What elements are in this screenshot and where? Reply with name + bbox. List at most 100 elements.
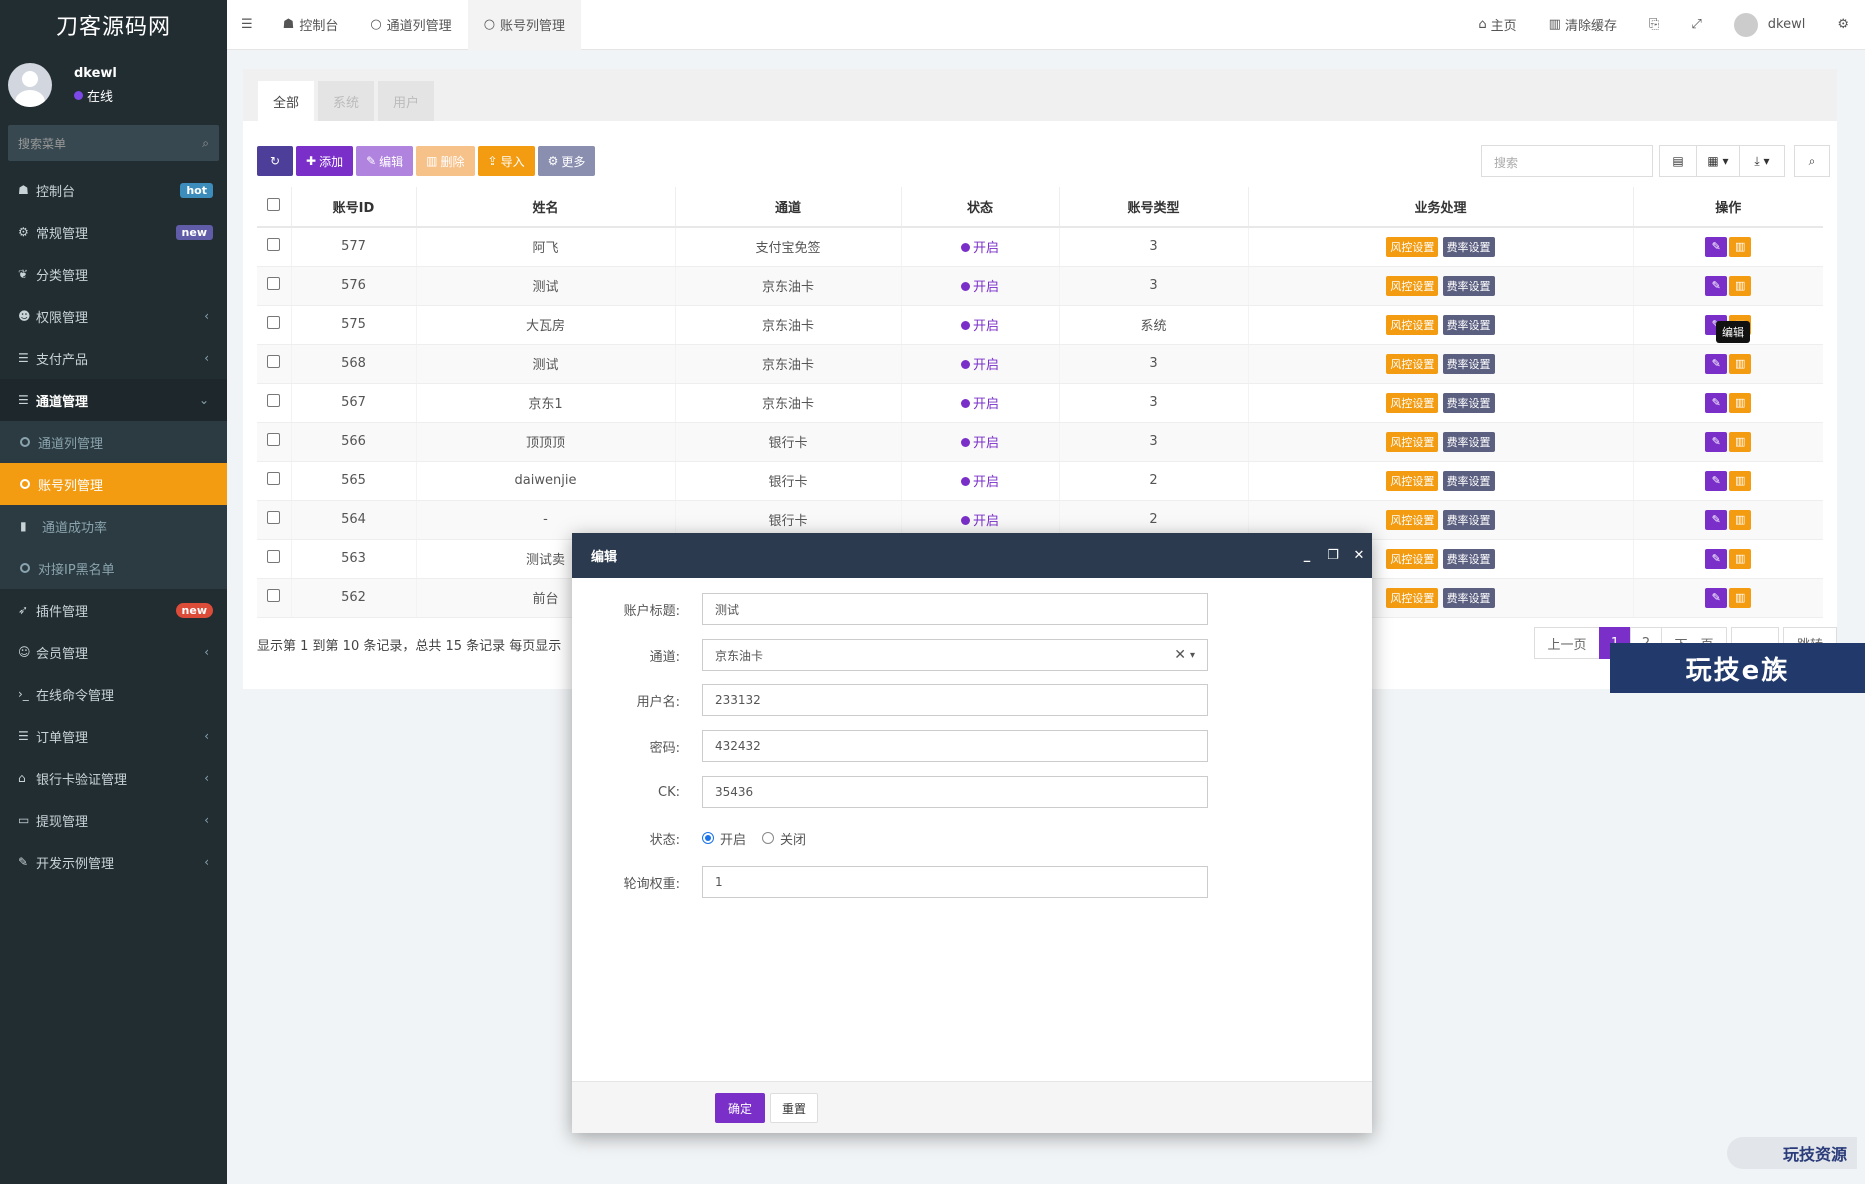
sidebar-toggle-icon[interactable]: ☰ [241, 17, 253, 32]
sidebar-item-3[interactable]: ☻ 权限管理 ‹ [0, 295, 227, 337]
sidebar-item-0[interactable]: ☗ 控制台 hot [0, 169, 227, 211]
table-row[interactable]: 564- 银行卡 开启 2 风控设置 费率设置 ✎ ▥ [257, 500, 1823, 540]
risk-settings-button[interactable]: 风控设置 [1386, 275, 1439, 296]
prev-page-button[interactable]: 上一页 [1534, 627, 1600, 659]
rate-settings-button[interactable]: 费率设置 [1442, 509, 1495, 530]
col-header-type[interactable]: 账号类型 [1059, 187, 1249, 228]
rate-settings-button[interactable]: 费率设置 [1442, 470, 1495, 491]
row-edit-button[interactable]: ✎ [1705, 509, 1728, 530]
sidebar-item-14[interactable]: ⌂ 银行卡验证管理 ‹ [0, 757, 227, 799]
col-header-name[interactable]: 姓名 [416, 187, 676, 228]
tab-dashboard[interactable]: ☗ 控制台 [267, 0, 355, 50]
restore-icon[interactable]: ❐ [1327, 548, 1339, 563]
select-all-header[interactable] [257, 187, 292, 228]
rate-settings-button[interactable]: 费率设置 [1442, 587, 1495, 608]
table-row[interactable]: 577 阿飞 支付宝免签 开启 3 风控设置 费率设置 ✎ ▥ [257, 227, 1823, 267]
row-edit-button[interactable]: ✎ [1705, 470, 1728, 491]
row-checkbox[interactable] [267, 472, 281, 485]
weight-input[interactable]: 1 [702, 866, 1208, 898]
risk-settings-button[interactable]: 风控设置 [1386, 587, 1439, 608]
rate-settings-button[interactable]: 费率设置 [1442, 548, 1495, 569]
toggle-view-button[interactable]: ▤ [1659, 145, 1697, 177]
rate-settings-button[interactable]: 费率设置 [1442, 314, 1495, 335]
import-button[interactable]: ⇪ 导入 [477, 146, 535, 176]
close-icon[interactable]: ✕ [1353, 548, 1365, 563]
add-button[interactable]: ✚ 添加 [296, 146, 354, 176]
password-input[interactable]: 432432 [702, 730, 1208, 762]
row-delete-button[interactable]: ▥ [1729, 353, 1752, 374]
clear-icon[interactable]: ✕ [1174, 647, 1186, 663]
row-edit-button[interactable]: ✎ [1705, 392, 1728, 413]
row-checkbox[interactable] [267, 511, 281, 524]
edit-button[interactable]: ✎ 编辑 [356, 146, 414, 176]
columns-button[interactable]: ▦ ▾ [1696, 145, 1740, 177]
home-link[interactable]: ⌂ 主页 [1462, 0, 1532, 50]
risk-settings-button[interactable]: 风控设置 [1386, 353, 1439, 374]
row-select-cell[interactable] [257, 539, 292, 579]
status-on-radio[interactable] [702, 832, 714, 844]
col-header-status[interactable]: 状态 [901, 187, 1060, 228]
risk-settings-button[interactable]: 风控设置 [1386, 314, 1439, 335]
language-icon[interactable]: ⎘ [1648, 17, 1660, 32]
row-select-cell[interactable] [257, 578, 292, 618]
filter-tab-system[interactable]: 系统 [318, 81, 374, 121]
rate-settings-button[interactable]: 费率设置 [1442, 353, 1495, 374]
row-edit-button[interactable]: ✎ [1705, 353, 1728, 374]
sidebar-item-8[interactable]: ▮ 通道成功率 [0, 505, 227, 547]
status-indicator[interactable]: 开启 [960, 397, 999, 412]
risk-settings-button[interactable]: 风控设置 [1386, 509, 1439, 530]
search-icon[interactable]: ⌕ [202, 135, 209, 150]
status-indicator[interactable]: 开启 [960, 514, 999, 529]
sidebar-item-15[interactable]: ▭ 提现管理 ‹ [0, 799, 227, 841]
advanced-search-button[interactable]: ⌕ [1794, 145, 1830, 177]
table-row[interactable]: 568 测试 京东油卡 开启 3 风控设置 费率设置 ✎ ▥ [257, 344, 1823, 384]
risk-settings-button[interactable]: 风控设置 [1386, 548, 1439, 569]
row-delete-button[interactable]: ▥ [1729, 431, 1752, 452]
clear-cache-button[interactable]: ▥ 清除缓存 [1533, 0, 1633, 50]
sidebar-item-11[interactable]: ☺ 会员管理 ‹ [0, 631, 227, 673]
select-all-checkbox[interactable] [267, 198, 281, 211]
status-off-radio[interactable] [762, 832, 775, 844]
row-edit-button[interactable]: ✎ [1705, 431, 1728, 452]
user-menu[interactable]: dkewl [1718, 0, 1822, 50]
tab-channel-list[interactable]: ○ 通道列管理 [354, 0, 467, 50]
risk-settings-button[interactable]: 风控设置 [1386, 236, 1439, 257]
status-indicator[interactable]: 开启 [960, 358, 999, 373]
row-delete-button[interactable]: ▥ [1729, 509, 1752, 530]
row-checkbox[interactable] [267, 238, 281, 252]
rate-settings-button[interactable]: 费率设置 [1442, 236, 1495, 257]
risk-settings-button[interactable]: 风控设置 [1386, 431, 1439, 452]
row-delete-button[interactable]: ▥ [1729, 275, 1752, 296]
rate-settings-button[interactable]: 费率设置 [1442, 275, 1495, 296]
status-on-label[interactable]: 开启 [720, 832, 747, 848]
risk-settings-button[interactable]: 风控设置 [1386, 470, 1439, 491]
row-checkbox[interactable] [267, 433, 281, 446]
channel-select[interactable]: 京东油卡 ✕ ▾ [702, 639, 1208, 671]
sidebar-item-9[interactable]: 对接IP黑名单 [0, 547, 227, 589]
row-checkbox[interactable] [267, 550, 281, 563]
table-row[interactable]: 576 测试 京东油卡 开启 3 风控设置 费率设置 ✎ ▥ [257, 266, 1823, 306]
status-indicator[interactable]: 开启 [960, 280, 999, 295]
refresh-button[interactable]: ↻ [257, 146, 293, 176]
more-button[interactable]: ⚙ 更多 [537, 146, 596, 176]
table-row[interactable]: 567 京东1 京东油卡 开启 3 风控设置 费率设置 ✎ ▥ [257, 383, 1823, 423]
table-search-input[interactable]: 搜索 [1481, 145, 1653, 177]
menu-search-input[interactable]: 搜索菜单 ⌕ [8, 125, 219, 161]
status-indicator[interactable]: 开启 [960, 241, 999, 256]
sidebar-item-10[interactable]: ➶ 插件管理 new [0, 589, 227, 631]
row-delete-button[interactable]: ▥ [1729, 587, 1752, 608]
status-indicator[interactable]: 开启 [960, 475, 999, 490]
row-select-cell[interactable] [257, 266, 292, 306]
row-delete-button[interactable]: ▥ [1729, 548, 1752, 569]
row-edit-button[interactable]: ✎ [1705, 236, 1728, 257]
col-header-channel[interactable]: 通道 [675, 187, 902, 228]
row-checkbox[interactable] [267, 394, 281, 407]
row-checkbox[interactable] [267, 589, 281, 602]
row-checkbox[interactable] [267, 316, 281, 329]
minimize-icon[interactable]: _ [1303, 548, 1311, 563]
row-delete-button[interactable]: ▥ [1729, 392, 1752, 413]
row-checkbox[interactable] [267, 277, 281, 290]
settings-gear-icon[interactable]: ⚙ [1837, 17, 1849, 32]
sidebar-item-7[interactable]: 账号列管理 [0, 463, 227, 505]
